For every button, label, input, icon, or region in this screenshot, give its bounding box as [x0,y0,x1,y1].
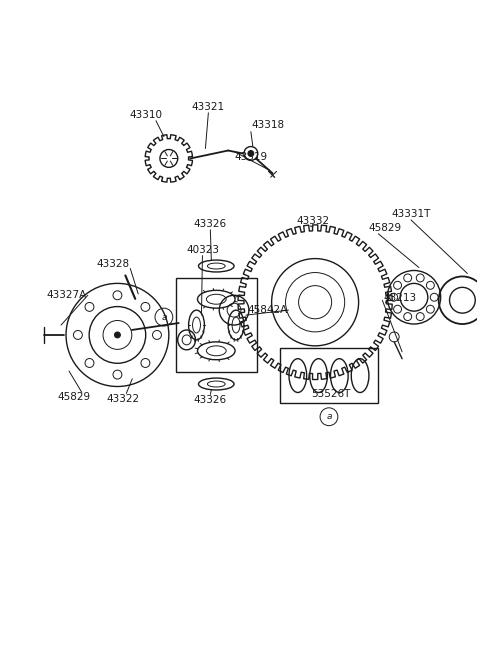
Bar [279,348,378,403]
Text: 43322: 43322 [107,394,140,404]
Text: 45842A: 45842A [247,305,288,315]
Text: 45829: 45829 [369,223,402,233]
Text: 43332: 43332 [297,216,330,226]
Text: 45829: 45829 [58,392,91,402]
Text: 43326: 43326 [194,219,227,229]
Text: 43331T: 43331T [391,209,431,219]
Text: 43326: 43326 [194,396,227,405]
Bar [176,278,257,372]
Circle shape [114,332,120,338]
Text: 43319: 43319 [234,151,267,162]
Text: 43321: 43321 [192,102,225,112]
Text: 43328: 43328 [96,259,129,269]
Text: 43213: 43213 [384,293,417,303]
Text: 43310: 43310 [130,110,163,120]
Text: 40323: 40323 [186,244,219,255]
Text: a: a [161,312,167,322]
Text: 53526T: 53526T [311,390,350,400]
Circle shape [248,151,254,157]
Text: a: a [326,412,332,421]
Text: 43327A: 43327A [47,290,87,300]
Text: 43318: 43318 [252,120,285,130]
